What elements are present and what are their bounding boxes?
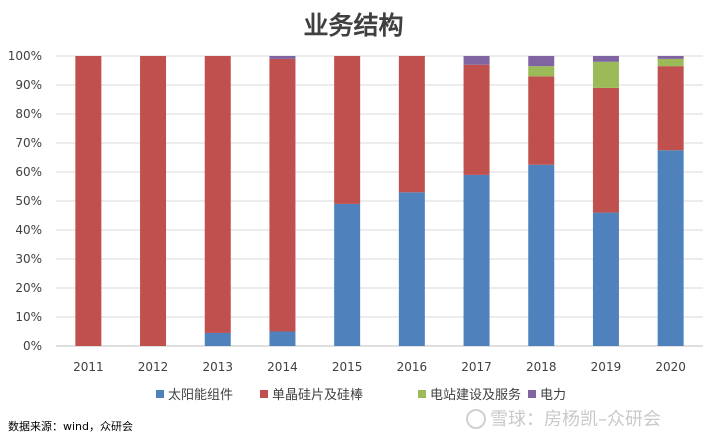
bars — [75, 56, 684, 346]
bar-segment — [657, 58, 684, 67]
x-tick-label: 2013 — [202, 360, 233, 374]
legend-label: 太阳能组件 — [168, 388, 233, 403]
bar-segment — [657, 66, 684, 151]
bar-segment — [592, 212, 619, 346]
y-tick-label: 10% — [15, 310, 42, 324]
x-tick-label: 2016 — [397, 360, 428, 374]
bar-segment — [75, 56, 102, 346]
legend-swatch — [260, 390, 268, 398]
x-tick-label: 2020 — [655, 360, 686, 374]
bar-segment — [269, 56, 296, 59]
bar-segment — [528, 56, 555, 67]
bar-segment — [657, 56, 684, 59]
y-tick-label: 100% — [8, 49, 42, 63]
legend: 太阳能组件 单晶硅片及硅棒 电站建设及服务 电力 — [156, 387, 566, 403]
x-tick-label: 2011 — [73, 360, 104, 374]
bar-segment — [398, 192, 425, 346]
legend-label: 电站建设及服务 — [430, 387, 521, 403]
x-tick-label: 2017 — [461, 360, 492, 374]
legend-swatch — [418, 390, 426, 398]
snowball-logo-icon — [466, 409, 486, 429]
bar-segment — [463, 174, 490, 346]
y-tick-label: 20% — [15, 281, 42, 295]
y-tick-label: 80% — [15, 107, 42, 121]
x-tick-label: 2018 — [526, 360, 557, 374]
watermark: 雪球：房杨凯–众研会 — [466, 405, 661, 431]
bar-segment — [269, 58, 296, 332]
y-tick-label: 50% — [15, 194, 42, 208]
legend-label: 电力 — [540, 388, 566, 403]
bar-segment — [463, 64, 490, 175]
watermark-text: 雪球：房杨凯–众研会 — [490, 409, 661, 430]
bar-segment — [269, 331, 296, 346]
bar-segment — [334, 203, 361, 346]
x-tick-label: 2014 — [267, 360, 298, 374]
y-tick-label: 40% — [15, 223, 42, 237]
bar-segment — [140, 56, 167, 346]
bar-segment — [528, 66, 555, 77]
y-tick-label: 0% — [23, 339, 42, 353]
bar-segment — [592, 61, 619, 88]
x-tick-label: 2019 — [591, 360, 622, 374]
y-axis-tick-labels: 0% 10% 20% 30% 40% 50% 60% 70% 80% 90% 100% — [8, 49, 42, 353]
source-note: 数据来源：wind，众研会 — [8, 420, 134, 433]
x-axis-tick-labels: 2011 2012 2013 2014 2015 2016 2017 2018 2019 2020 — [73, 360, 686, 374]
bar-segment — [334, 56, 361, 204]
x-tick-label: 2015 — [332, 360, 363, 374]
x-tick-label: 2012 — [138, 360, 169, 374]
chart-title: 业务结构 — [303, 11, 404, 40]
bar-segment — [528, 76, 555, 165]
bar-segment — [592, 56, 619, 62]
bar-segment — [204, 56, 231, 333]
bar-segment — [398, 56, 425, 193]
bar-segment — [528, 164, 555, 346]
bar-segment — [204, 332, 231, 346]
y-tick-label: 30% — [15, 252, 42, 266]
y-tick-label: 70% — [15, 136, 42, 150]
y-tick-label: 90% — [15, 78, 42, 92]
legend-label: 单晶硅片及硅棒 — [272, 388, 363, 403]
y-tick-label: 60% — [15, 165, 42, 179]
bar-segment — [592, 87, 619, 213]
legend-swatch — [528, 390, 536, 398]
bar-segment — [657, 150, 684, 346]
legend-swatch — [156, 390, 164, 398]
bar-segment — [463, 56, 490, 65]
